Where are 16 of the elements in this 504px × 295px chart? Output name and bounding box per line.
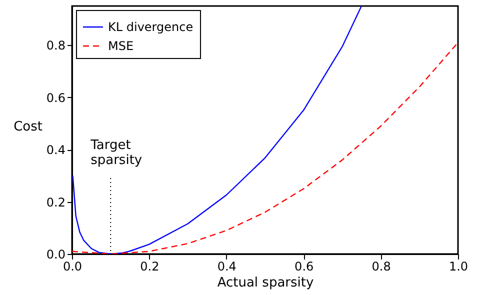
y-tick-label: 0.2 <box>46 195 66 210</box>
ref-line-label: Target sparsity <box>90 138 142 168</box>
x-axis-title: Actual sparsity <box>217 276 314 290</box>
y-tick-label: 0.4 <box>46 143 66 158</box>
x-tick-label: 1.0 <box>448 260 468 274</box>
y-tick-label: 0.0 <box>46 248 66 262</box>
y-axis-title: Cost <box>14 120 42 134</box>
legend-label: MSE <box>108 39 134 53</box>
x-tick-label: 0.0 <box>62 260 82 274</box>
y-tick-label: 0.8 <box>46 38 66 53</box>
x-tick-label: 0.6 <box>294 260 314 274</box>
y-tick-label: 0.6 <box>46 90 66 105</box>
x-tick-label: 0.8 <box>372 260 391 274</box>
x-tick-label: 0.2 <box>140 260 160 274</box>
legend-label: KL divergence <box>108 20 194 34</box>
x-tick-label: 0.4 <box>217 260 236 274</box>
